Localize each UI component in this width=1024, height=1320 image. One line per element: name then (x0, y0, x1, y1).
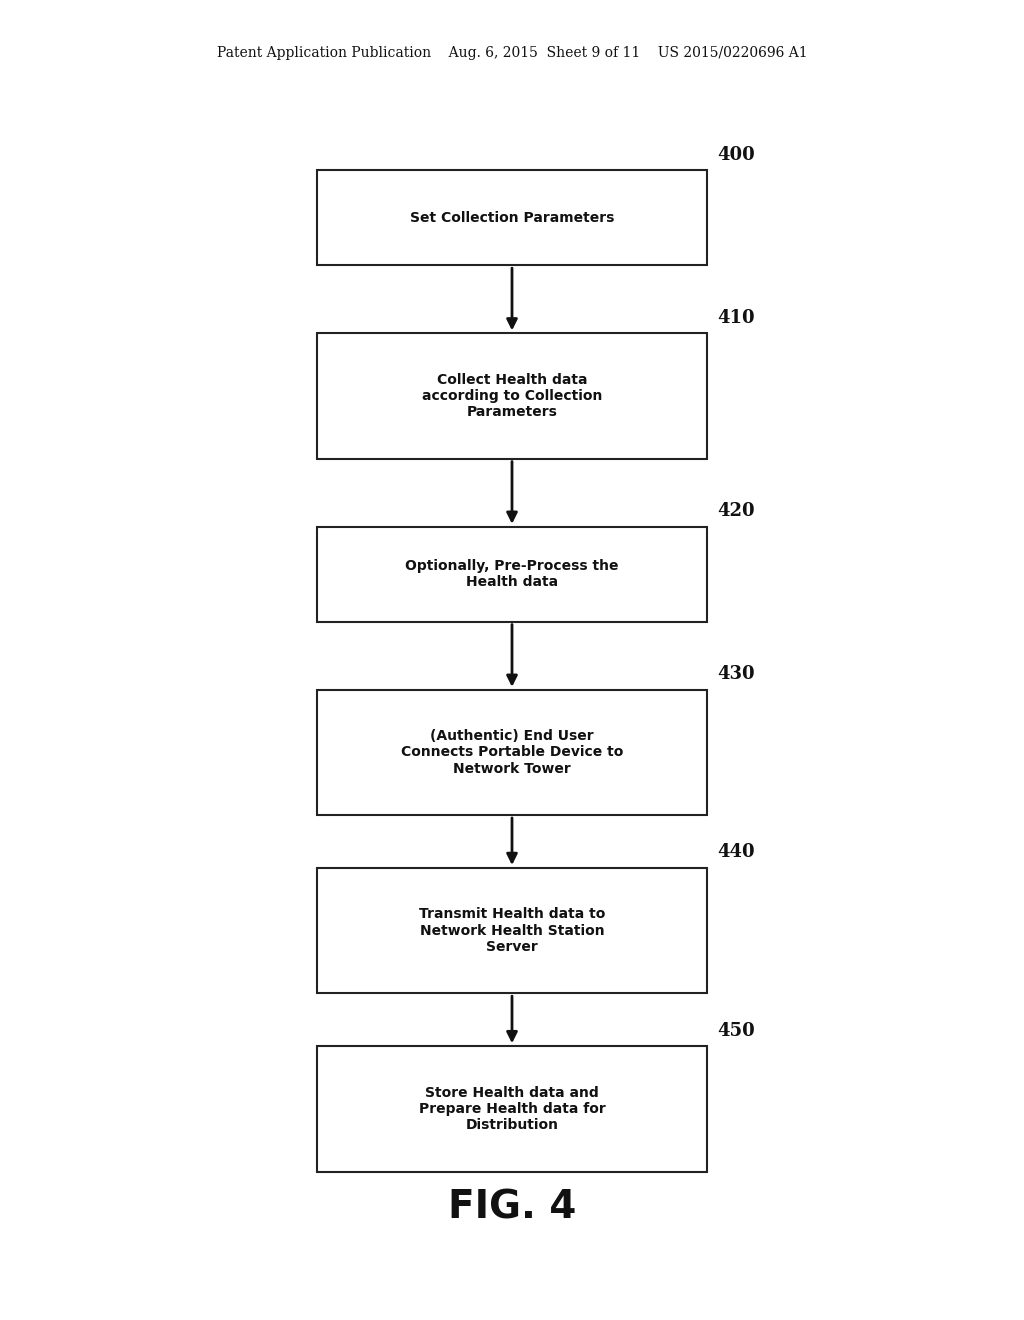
Text: 450: 450 (717, 1022, 755, 1040)
Text: Optionally, Pre-Process the
Health data: Optionally, Pre-Process the Health data (406, 560, 618, 589)
FancyBboxPatch shape (317, 1045, 707, 1172)
Text: Patent Application Publication    Aug. 6, 2015  Sheet 9 of 11    US 2015/0220696: Patent Application Publication Aug. 6, 2… (217, 46, 807, 61)
FancyBboxPatch shape (317, 527, 707, 622)
Text: (Authentic) End User
Connects Portable Device to
Network Tower: (Authentic) End User Connects Portable D… (400, 729, 624, 776)
Text: 410: 410 (717, 309, 755, 327)
FancyBboxPatch shape (317, 334, 707, 459)
Text: FIG. 4: FIG. 4 (447, 1189, 577, 1226)
Text: Collect Health data
according to Collection
Parameters: Collect Health data according to Collect… (422, 372, 602, 420)
Text: Transmit Health data to
Network Health Station
Server: Transmit Health data to Network Health S… (419, 907, 605, 954)
Text: 430: 430 (717, 665, 755, 684)
Text: 420: 420 (717, 502, 755, 520)
Text: Set Collection Parameters: Set Collection Parameters (410, 211, 614, 224)
FancyBboxPatch shape (317, 689, 707, 814)
Text: 400: 400 (717, 145, 755, 164)
FancyBboxPatch shape (317, 170, 707, 265)
Text: Store Health data and
Prepare Health data for
Distribution: Store Health data and Prepare Health dat… (419, 1085, 605, 1133)
Text: 440: 440 (717, 843, 755, 862)
FancyBboxPatch shape (317, 869, 707, 993)
